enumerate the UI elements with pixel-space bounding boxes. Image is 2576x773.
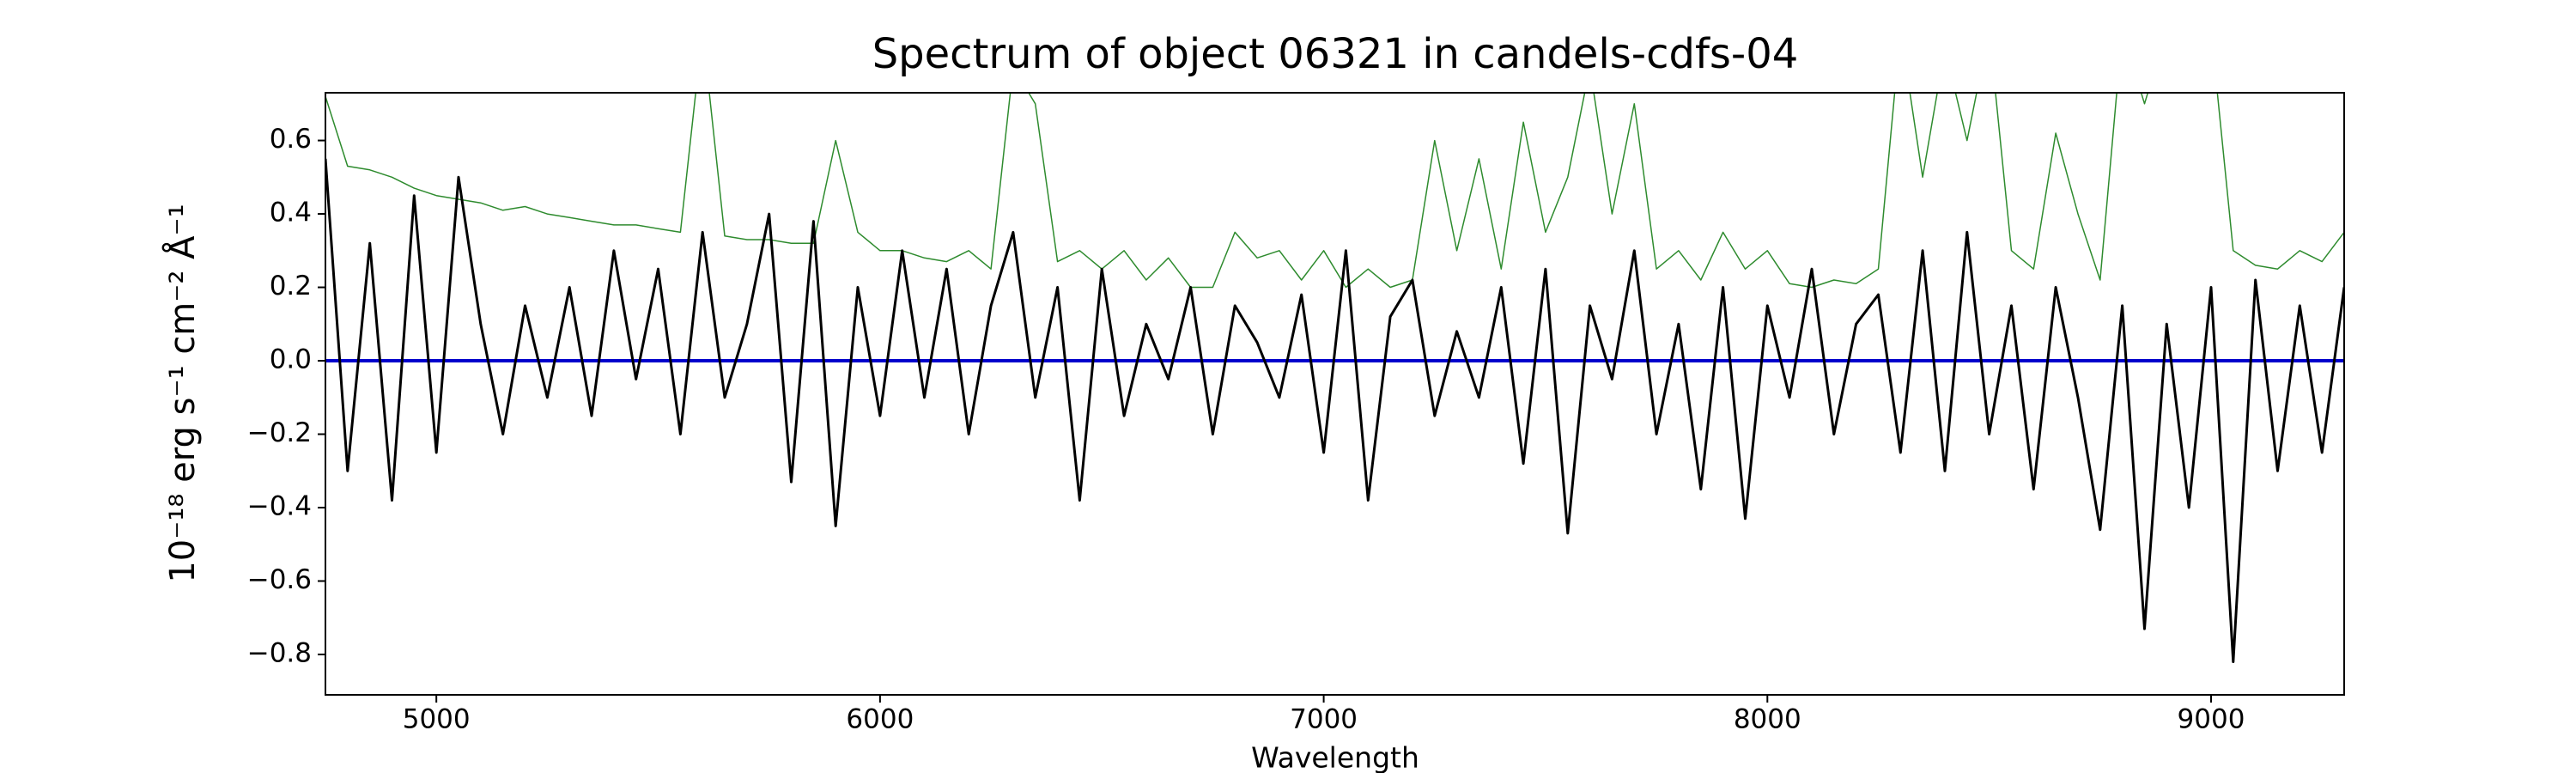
x-tick-label: 9000 xyxy=(2178,704,2245,735)
x-tick-label: 7000 xyxy=(1290,704,1358,735)
y-tick-label: 0.2 xyxy=(270,271,312,301)
spectrum-line xyxy=(325,158,2344,663)
series-layer xyxy=(325,93,2344,663)
x-tick-label: 6000 xyxy=(846,704,914,735)
x-tick-label: 8000 xyxy=(1734,704,1801,735)
y-tick-label: −0.4 xyxy=(247,491,312,522)
y-axis-label: 10⁻¹⁸ erg s⁻¹ cm⁻² Å⁻¹ xyxy=(161,204,203,582)
x-tick-label: 5000 xyxy=(403,704,471,735)
y-tick-label: 0.0 xyxy=(270,344,312,375)
y-tick-label: −0.6 xyxy=(247,564,312,595)
x-axis-label: Wavelength xyxy=(1251,741,1419,773)
spectrum-line xyxy=(325,93,2344,289)
y-tick-label: 0.4 xyxy=(270,198,312,228)
chart-title: Spectrum of object 06321 in candels-cdfs… xyxy=(872,30,1799,78)
y-tick-label: −0.2 xyxy=(247,417,312,448)
y-tick-label: 0.6 xyxy=(270,124,312,155)
plot-frame xyxy=(325,92,2345,696)
y-tick-label: −0.8 xyxy=(247,637,312,668)
